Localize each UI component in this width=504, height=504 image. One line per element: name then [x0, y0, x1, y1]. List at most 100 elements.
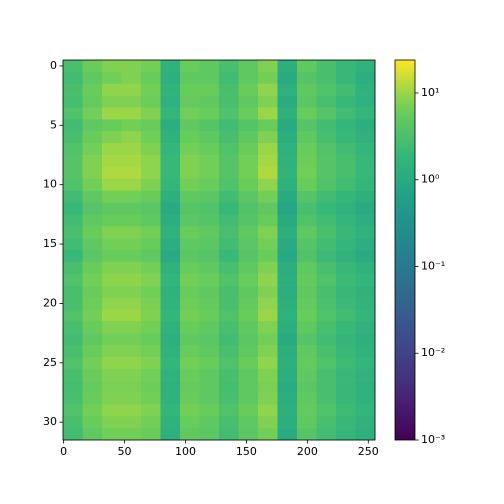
- heat-cell: [316, 202, 337, 215]
- heat-cell: [82, 71, 103, 85]
- heat-cell: [355, 297, 376, 310]
- heat-cell: [199, 131, 220, 144]
- heat-cell: [180, 428, 200, 441]
- heat-cell: [63, 321, 83, 334]
- x-tick-label: 50: [118, 445, 132, 458]
- heat-cell: [121, 380, 142, 393]
- heat-cell: [63, 60, 83, 73]
- heat-cell: [336, 285, 356, 298]
- heat-cell: [355, 309, 376, 322]
- heat-cell: [82, 392, 103, 405]
- heat-cell: [121, 155, 142, 168]
- heat-cell: [258, 143, 278, 156]
- heat-cell: [297, 392, 317, 405]
- heat-cell: [141, 107, 161, 120]
- heat-cell: [160, 83, 181, 96]
- heat-cell: [82, 250, 103, 263]
- heat-cell: [277, 261, 298, 275]
- heat-cell: [355, 273, 376, 286]
- heat-cell: [316, 143, 337, 156]
- heat-cell: [355, 416, 376, 429]
- heat-cell: [355, 202, 376, 215]
- heat-cell: [102, 95, 122, 108]
- heat-cell: [258, 226, 278, 239]
- heat-cell: [63, 71, 83, 85]
- heat-cell: [82, 95, 103, 108]
- heat-cell: [199, 214, 220, 227]
- heat-cell: [219, 226, 239, 239]
- heat-cell: [297, 190, 317, 203]
- heat-cell: [258, 345, 278, 358]
- heat-cell: [102, 155, 122, 168]
- heat-cell: [102, 368, 122, 381]
- heat-cell: [219, 214, 239, 227]
- heat-cell: [336, 166, 356, 180]
- heat-cell: [121, 321, 142, 334]
- heat-cell: [180, 273, 200, 286]
- heat-cell: [199, 60, 220, 73]
- heat-cell: [102, 392, 122, 405]
- heat-cell: [258, 155, 278, 168]
- heat-cell: [63, 345, 83, 358]
- heat-cell: [238, 155, 259, 168]
- heat-cell: [297, 166, 317, 180]
- heat-cell: [160, 178, 181, 191]
- heat-cell: [238, 190, 259, 203]
- heat-cell: [238, 250, 259, 263]
- heat-cell: [102, 250, 122, 263]
- heat-cell: [63, 107, 83, 120]
- heat-cell: [297, 107, 317, 120]
- heat-cell: [121, 71, 142, 85]
- heat-cell: [141, 250, 161, 263]
- heat-cell: [277, 380, 298, 393]
- heat-cell: [121, 143, 142, 156]
- heat-cell: [355, 250, 376, 263]
- y-tick-label: 25: [43, 356, 57, 369]
- heat-cell: [199, 261, 220, 275]
- heat-cell: [219, 60, 239, 73]
- heat-cell: [121, 60, 142, 73]
- heat-cell: [121, 214, 142, 227]
- heat-cell: [219, 368, 239, 381]
- heat-cell: [121, 226, 142, 239]
- heat-cell: [82, 428, 103, 441]
- heat-cell: [297, 333, 317, 346]
- heat-cell: [82, 155, 103, 168]
- heat-cell: [180, 95, 200, 108]
- heat-cell: [102, 190, 122, 203]
- x-tick-label: 0: [60, 445, 67, 458]
- heat-cell: [355, 226, 376, 239]
- heat-cell: [297, 404, 317, 417]
- heat-cell: [180, 178, 200, 191]
- heat-cell: [160, 143, 181, 156]
- heat-cell: [160, 285, 181, 298]
- heat-cell: [297, 238, 317, 251]
- heat-cell: [63, 333, 83, 346]
- heat-cell: [219, 143, 239, 156]
- heat-cell: [160, 404, 181, 417]
- heat-cell: [336, 392, 356, 405]
- heat-cell: [199, 238, 220, 251]
- x-tick-label: 100: [175, 445, 196, 458]
- heat-cell: [219, 190, 239, 203]
- heat-cell: [219, 356, 239, 370]
- heat-cell: [160, 166, 181, 180]
- heat-cell: [277, 178, 298, 191]
- heat-cell: [297, 416, 317, 429]
- heat-cell: [219, 166, 239, 180]
- heat-cell: [219, 202, 239, 215]
- heat-cell: [355, 60, 376, 73]
- heat-cell: [199, 143, 220, 156]
- heat-cell: [141, 333, 161, 346]
- heat-cell: [102, 345, 122, 358]
- heat-cell: [63, 309, 83, 322]
- heat-cell: [238, 380, 259, 393]
- heat-cell: [82, 107, 103, 120]
- heat-cell: [160, 60, 181, 73]
- heat-cell: [238, 392, 259, 405]
- heat-cell: [199, 273, 220, 286]
- heat-cell: [336, 178, 356, 191]
- heat-cell: [121, 190, 142, 203]
- heat-cell: [199, 202, 220, 215]
- heat-cell: [316, 416, 337, 429]
